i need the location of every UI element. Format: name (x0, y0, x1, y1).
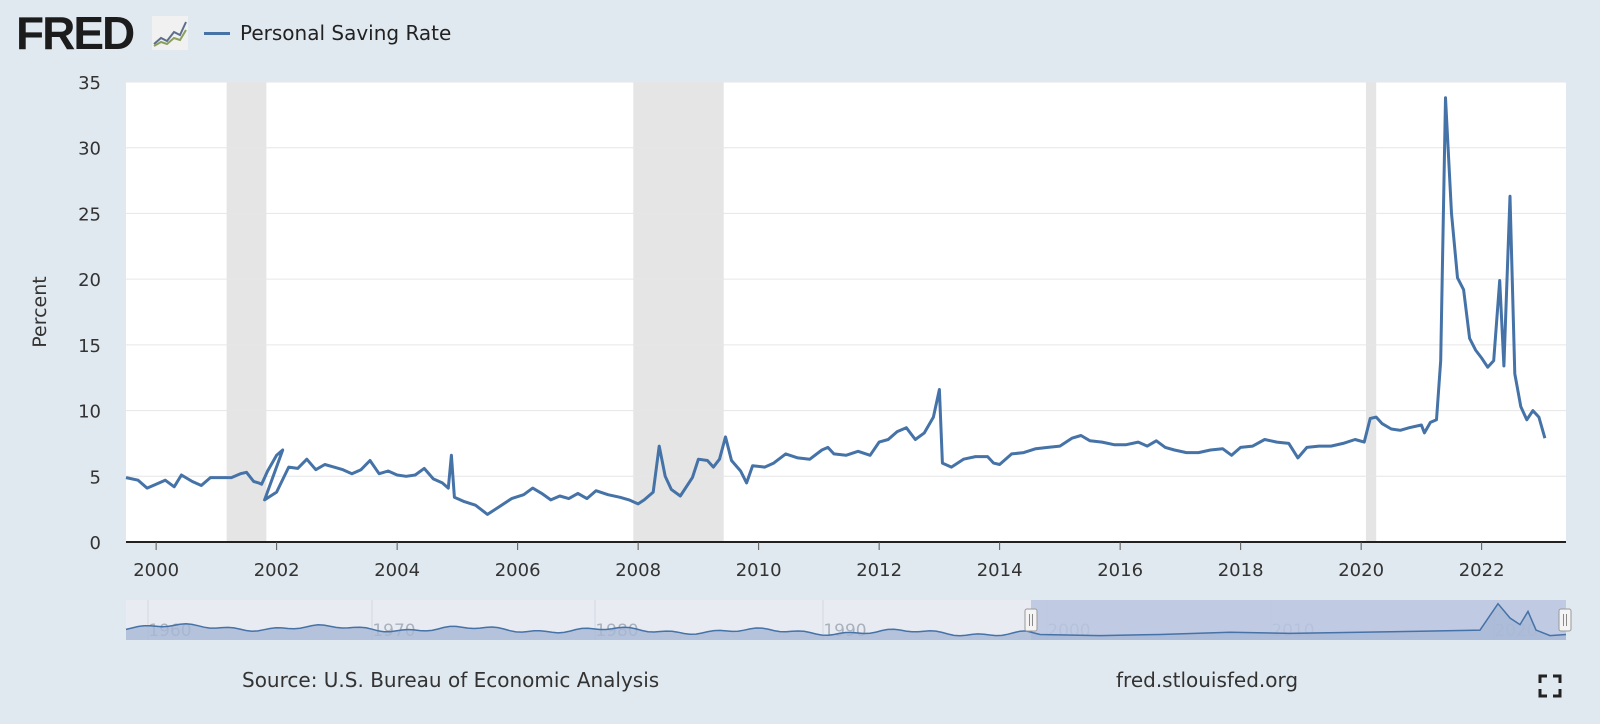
recession-band (1366, 82, 1376, 542)
line-chart: 0 5 10 15 20 25 30 35 2000 2002 2004 2006 2008 2010 20… (0, 0, 1600, 724)
x-tick-label: 2012 (856, 560, 902, 581)
x-tick-label: 2000 (133, 560, 179, 581)
x-tick-label: 2006 (495, 560, 541, 581)
x-tick-label: 2016 (1097, 560, 1143, 581)
x-tick-label: 2002 (254, 560, 300, 581)
y-tick-label: 20 (78, 270, 101, 291)
navigator-handle-left[interactable] (1025, 609, 1037, 631)
y-axis-title: Percent (29, 276, 51, 348)
x-tick-label: 2004 (374, 560, 420, 581)
y-tick-label: 35 (78, 73, 101, 94)
navigator-handle-right[interactable] (1559, 609, 1571, 631)
y-tick-label: 15 (78, 336, 101, 357)
x-tick-label: 2022 (1459, 560, 1505, 581)
time-range-navigator[interactable]: 1960197019801990200020102020 (126, 600, 1571, 641)
x-tick-label: 2020 (1338, 560, 1384, 581)
site-link[interactable]: fred.stlouisfed.org (1116, 668, 1298, 692)
recession-band (633, 82, 723, 542)
y-tick-label: 10 (78, 402, 101, 423)
x-tick-label: 2008 (615, 560, 661, 581)
x-tick-label: 2014 (977, 560, 1023, 581)
x-tick-label: 2010 (736, 560, 782, 581)
y-tick-label: 0 (90, 533, 101, 554)
y-tick-label: 5 (90, 467, 101, 488)
fullscreen-icon[interactable] (1538, 674, 1562, 698)
x-tick-label: 2018 (1218, 560, 1264, 581)
y-tick-label: 30 (78, 139, 101, 160)
y-tick-label: 25 (78, 204, 101, 225)
source-note: Source: U.S. Bureau of Economic Analysis (242, 668, 659, 692)
plot-background (126, 82, 1566, 542)
